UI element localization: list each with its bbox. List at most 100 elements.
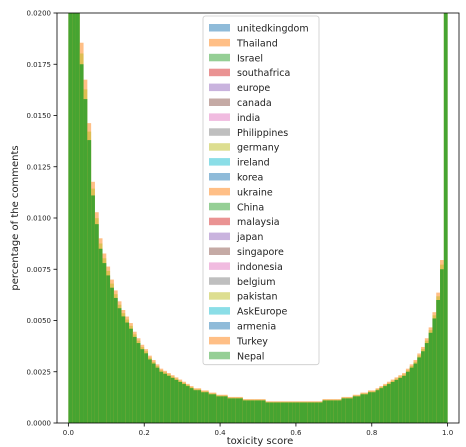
histogram-bar <box>349 398 353 423</box>
histogram-bin <box>140 344 145 423</box>
histogram-bin <box>299 401 304 423</box>
histogram-bin <box>280 401 285 423</box>
histogram-bin <box>250 399 255 423</box>
histogram-bin <box>68 13 73 423</box>
histogram-bar <box>322 400 327 423</box>
histogram-bar <box>140 349 145 423</box>
legend-label: canada <box>237 98 272 109</box>
histogram-bar <box>405 371 410 423</box>
histogram-bin <box>239 396 243 423</box>
legend-swatch <box>209 351 230 360</box>
histogram-bin <box>337 399 342 423</box>
histogram-bin <box>223 394 228 423</box>
histogram-bar <box>235 398 240 423</box>
histogram-bar <box>185 386 190 423</box>
histogram-bar <box>102 263 107 423</box>
legend-label: singapore <box>237 247 284 258</box>
legend-swatch <box>209 173 230 181</box>
histogram-bar <box>170 377 175 423</box>
histogram-bar <box>356 396 361 423</box>
legend-box <box>202 15 320 366</box>
y-tick-label: 0.0075 <box>27 266 52 274</box>
histogram-bar <box>212 394 217 423</box>
histogram-bin <box>170 375 175 423</box>
legend-swatch <box>209 247 230 255</box>
legend-label: ukraine <box>237 187 273 198</box>
legend-swatch <box>209 292 230 300</box>
histogram-bar <box>417 357 422 423</box>
histogram-bar <box>129 328 133 423</box>
histogram-bin <box>349 396 353 423</box>
legend-swatch <box>209 113 230 121</box>
histogram-bin <box>185 383 190 423</box>
histogram-bar <box>383 386 387 423</box>
histogram-bar <box>352 396 357 423</box>
histogram-bar <box>276 402 281 423</box>
legend-swatch <box>209 38 230 47</box>
histogram-bar <box>330 400 334 423</box>
histogram-bin <box>311 401 315 423</box>
histogram-bar <box>443 13 448 423</box>
legend-label: Turkey <box>236 336 268 347</box>
legend-item: europe <box>209 83 270 94</box>
histogram-bin <box>258 399 262 423</box>
histogram-bin <box>72 13 76 423</box>
legend-item: ireland <box>209 158 270 169</box>
y-tick-label: 0.0150 <box>27 112 52 120</box>
legend-item: China <box>209 202 264 213</box>
histogram-bin <box>148 355 152 423</box>
histogram-bar <box>94 224 99 423</box>
histogram-bar <box>121 316 126 423</box>
legend-item: belgium <box>209 277 275 288</box>
x-tick-label: 1.0 <box>442 429 453 437</box>
histogram-bar <box>117 308 122 423</box>
histogram-bin <box>269 401 274 423</box>
y-tick-label: 0.0125 <box>27 163 52 171</box>
legend-label: Nepal <box>237 351 264 362</box>
histogram-bar <box>91 195 95 423</box>
histogram-bin <box>314 401 319 423</box>
histogram-bin <box>386 381 391 423</box>
legend-item: malaysia <box>209 217 280 228</box>
histogram-bar <box>151 363 156 423</box>
histogram-bin <box>197 388 202 423</box>
histogram-bin <box>129 323 133 423</box>
legend-label: southafrica <box>237 68 290 79</box>
histogram-bar <box>231 398 236 423</box>
histogram-bar <box>360 394 365 423</box>
histogram-bar <box>242 400 247 423</box>
histogram-bar <box>174 379 179 423</box>
histogram-bin <box>174 377 179 423</box>
histogram-bin <box>125 316 130 423</box>
legend-swatch <box>209 24 230 32</box>
legend-swatch <box>209 98 230 106</box>
histogram-bin <box>360 392 365 423</box>
histogram-bar <box>390 382 395 423</box>
histogram-bar <box>299 402 304 423</box>
legend-label: Philippines <box>237 128 288 139</box>
histogram-bar <box>379 388 384 423</box>
histogram-bar <box>163 373 167 423</box>
histogram-bar <box>428 332 433 423</box>
histogram-bar <box>295 402 300 423</box>
histogram-bin <box>307 401 312 423</box>
histogram-bin <box>383 383 387 423</box>
legend-swatch <box>209 322 230 330</box>
histogram-bar <box>98 248 103 423</box>
histogram-bin <box>182 381 186 423</box>
legend-label: germany <box>237 143 280 154</box>
histogram-bin <box>273 401 277 423</box>
histogram-bar <box>311 402 315 423</box>
histogram-bar <box>136 343 141 423</box>
histogram-bar <box>182 384 186 423</box>
legend-item: southafrica <box>209 68 290 79</box>
y-tick-label: 0.0175 <box>27 61 52 69</box>
histogram-bar <box>269 402 274 423</box>
histogram-bin <box>163 370 167 423</box>
y-tick-label: 0.0025 <box>27 368 52 376</box>
histogram-bar <box>189 388 194 423</box>
histogram-bar <box>106 275 111 423</box>
legend-swatch <box>209 277 230 285</box>
y-tick-label: 0.0050 <box>27 317 52 325</box>
histogram-bin <box>295 401 300 423</box>
